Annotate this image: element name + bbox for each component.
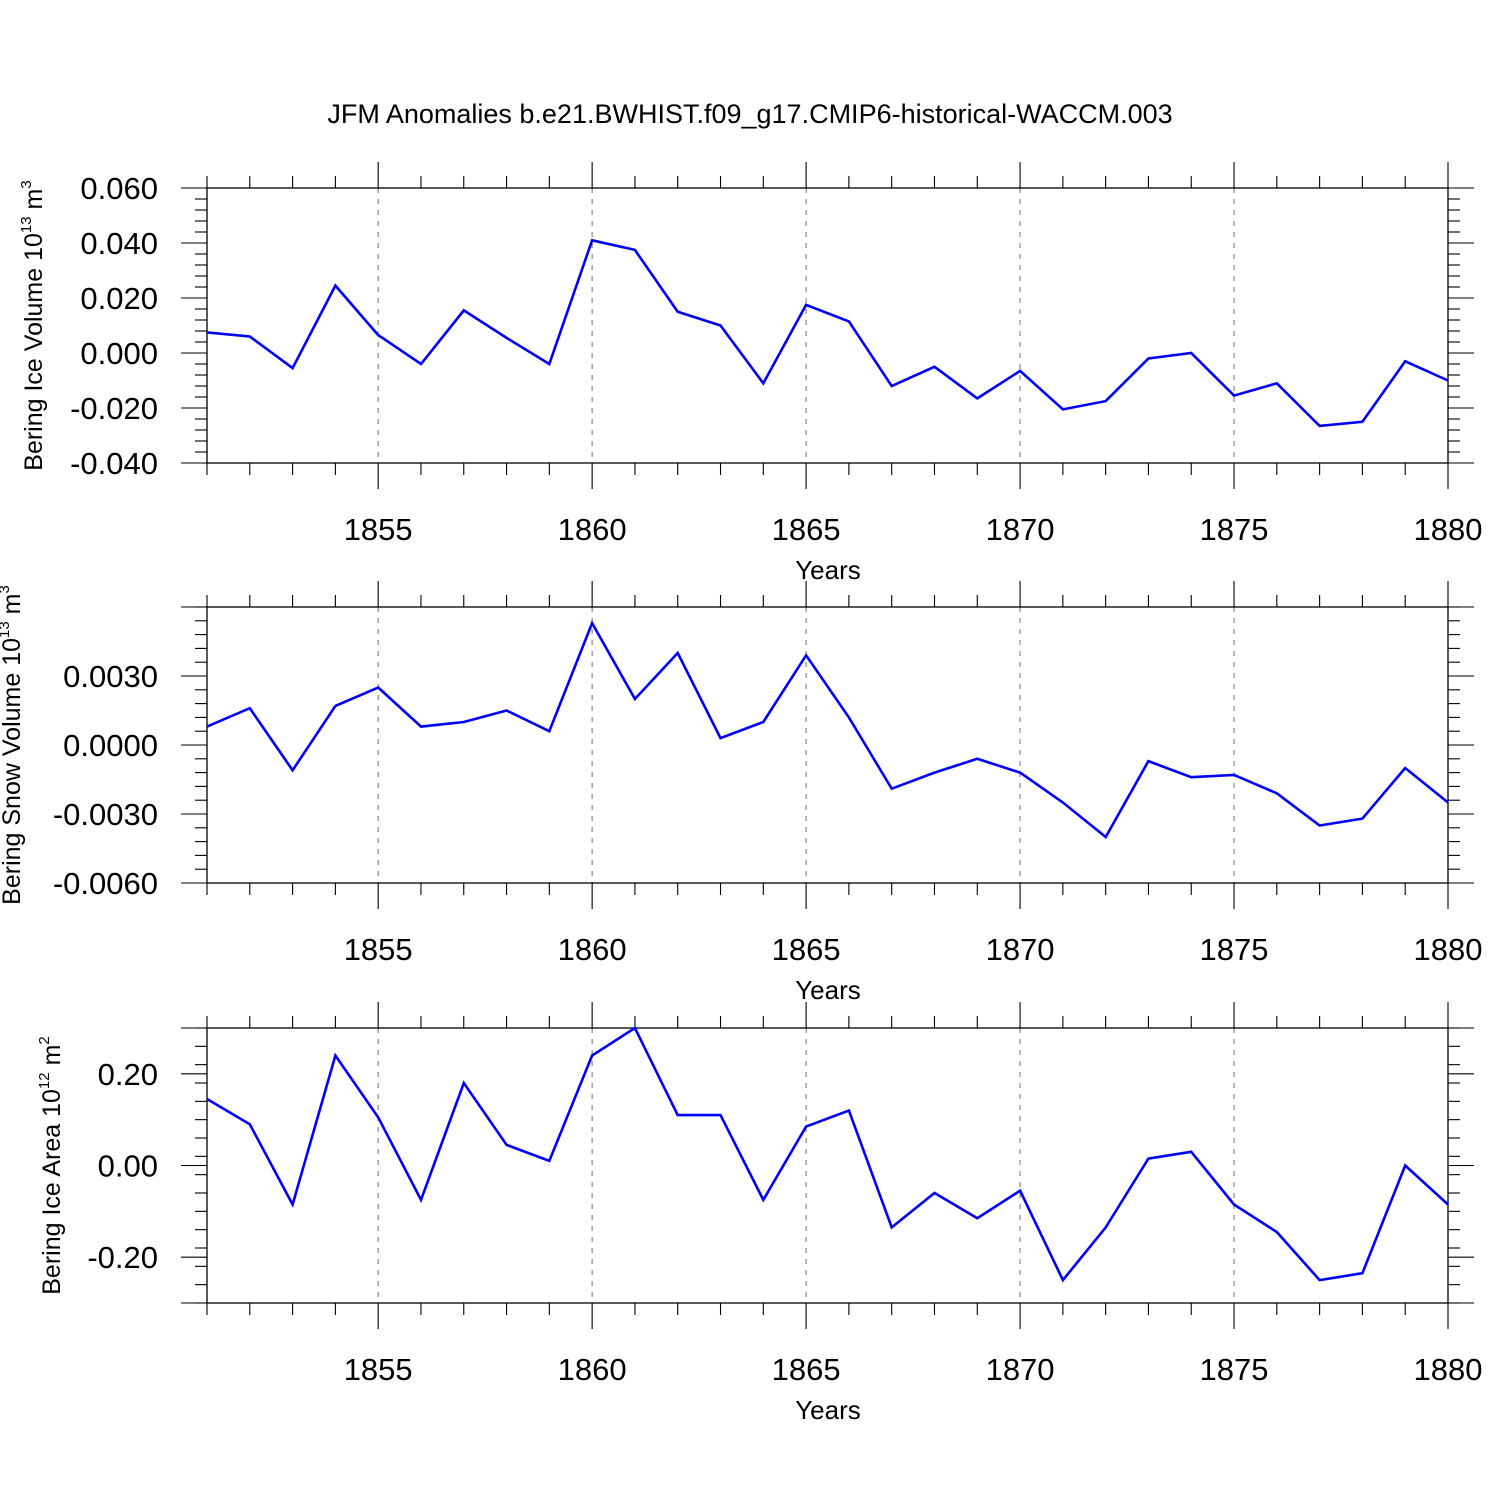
x-axis-label: Years <box>795 555 861 585</box>
y-tick-label-0.040: 0.040 <box>80 226 158 261</box>
y-tick-label-0.020: 0.020 <box>80 281 158 316</box>
x-axis-label: Years <box>795 975 861 1005</box>
y-axis-label: Bering Snow Volume 1013 m3 <box>0 585 26 905</box>
x-tick-label-1875: 1875 <box>1200 512 1269 547</box>
panels-container: 1855 1860 1865 1870 1875 1880 -0.040 -0.020 0.00… <box>0 162 1482 1425</box>
y-tick-label-0.000: 0.000 <box>80 336 158 371</box>
x-tick-label-1870: 1870 <box>986 1352 1055 1387</box>
x-tick-label-1860: 1860 <box>558 1352 627 1387</box>
plot-frame <box>206 1027 1449 1304</box>
chart-title: JFM Anomalies b.e21.BWHIST.f09_g17.CMIP6… <box>327 99 1172 129</box>
x-tick-label-1865: 1865 <box>772 512 841 547</box>
x-tick-label-1860: 1860 <box>558 932 627 967</box>
x-tick-label-1865: 1865 <box>772 1352 841 1387</box>
x-tick-label-1870: 1870 <box>986 512 1055 547</box>
y-tick-label-0.0000: 0.0000 <box>63 728 158 763</box>
x-tick-label-1870: 1870 <box>986 932 1055 967</box>
x-tick-label-1880: 1880 <box>1414 932 1483 967</box>
x-tick-label-1855: 1855 <box>344 932 413 967</box>
y-tick-label--0.20: -0.20 <box>87 1240 158 1275</box>
plot-frame <box>206 187 1449 464</box>
x-axis-label: Years <box>795 1395 861 1425</box>
panel-1: 1855 1860 1865 1870 1875 1880 -0.040 -0.020 0.00… <box>18 162 1482 585</box>
x-tick-label-1855: 1855 <box>344 512 413 547</box>
y-tick-label-0.060: 0.060 <box>80 171 158 206</box>
series-line-1 <box>206 1026 1449 1283</box>
panel-2: 1855 1860 1865 1870 1875 1880 -0.0060 -0.0030 0.… <box>0 581 1482 1005</box>
y-tick-label-0.0030: 0.0030 <box>63 659 158 694</box>
y-axis-label: Bering Ice Area 1012 m2 <box>36 1036 66 1295</box>
y-axis-label: Bering Ice Volume 1013 m3 <box>18 180 48 470</box>
y-tick-label-0.00: 0.00 <box>98 1149 158 1184</box>
x-tick-label-1875: 1875 <box>1200 932 1269 967</box>
x-tick-label-1865: 1865 <box>772 932 841 967</box>
y-tick-label--0.0060: -0.0060 <box>53 866 158 901</box>
y-tick-label--0.0030: -0.0030 <box>53 797 158 832</box>
x-tick-label-1855: 1855 <box>344 1352 413 1387</box>
y-tick-label-0.20: 0.20 <box>98 1057 158 1092</box>
series-line-1 <box>206 620 1449 839</box>
series-line-1 <box>206 238 1449 428</box>
x-tick-label-1880: 1880 <box>1414 512 1483 547</box>
y-tick-label--0.040: -0.040 <box>70 446 158 481</box>
panel-3: 1855 1860 1865 1870 1875 1880 -0.20 0.00 0.20 Yea… <box>36 1002 1482 1425</box>
x-tick-label-1880: 1880 <box>1414 1352 1483 1387</box>
plot-frame <box>206 606 1449 884</box>
y-tick-label--0.020: -0.020 <box>70 391 158 426</box>
x-tick-label-1860: 1860 <box>558 512 627 547</box>
x-tick-label-1875: 1875 <box>1200 1352 1269 1387</box>
